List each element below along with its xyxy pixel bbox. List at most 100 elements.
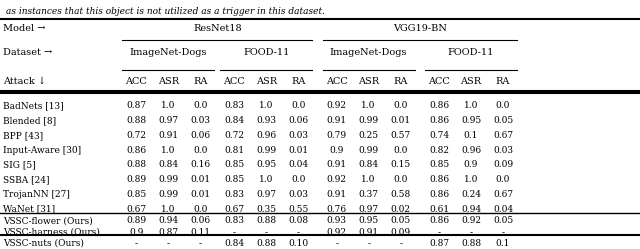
Text: 0.09: 0.09	[390, 228, 411, 237]
Text: 0.86: 0.86	[429, 175, 449, 184]
Text: 0.01: 0.01	[190, 190, 211, 199]
Text: 0.87: 0.87	[158, 228, 179, 237]
Text: 1.0: 1.0	[362, 175, 376, 184]
Text: 0.97: 0.97	[358, 205, 379, 214]
Text: 0.67: 0.67	[224, 205, 244, 214]
Text: 0.94: 0.94	[461, 205, 481, 214]
Text: 1.0: 1.0	[259, 175, 273, 184]
Text: ASR: ASR	[460, 77, 482, 86]
Text: 0.04: 0.04	[288, 160, 308, 169]
Text: RA: RA	[394, 77, 408, 86]
Text: -: -	[233, 228, 236, 237]
Text: -: -	[399, 239, 402, 248]
Text: 0.0: 0.0	[394, 146, 408, 155]
Text: 0.83: 0.83	[224, 216, 244, 225]
Text: 0.97: 0.97	[256, 190, 276, 199]
Text: 0.35: 0.35	[256, 205, 276, 214]
Text: 0.0: 0.0	[193, 146, 207, 155]
Text: ASR: ASR	[358, 77, 380, 86]
Text: 0.58: 0.58	[390, 190, 411, 199]
Text: 0.08: 0.08	[288, 216, 308, 225]
Text: 0.84: 0.84	[358, 160, 379, 169]
Text: 0.67: 0.67	[493, 190, 513, 199]
Text: 0.0: 0.0	[394, 175, 408, 184]
Text: 0.01: 0.01	[190, 175, 211, 184]
Text: 0.85: 0.85	[126, 190, 147, 199]
Text: as instances that this object is not utilized as a trigger in this dataset.: as instances that this object is not uti…	[6, 7, 325, 16]
Text: 0.89: 0.89	[126, 216, 147, 225]
Text: 0.86: 0.86	[126, 146, 147, 155]
Text: 0.95: 0.95	[358, 216, 379, 225]
Text: 0.1: 0.1	[464, 131, 478, 140]
Text: 1.0: 1.0	[161, 146, 175, 155]
Text: 0.88: 0.88	[461, 239, 481, 248]
Text: 0.11: 0.11	[190, 228, 211, 237]
Text: 0.92: 0.92	[326, 228, 347, 237]
Text: VGG19-BN: VGG19-BN	[393, 24, 447, 33]
Text: ACC: ACC	[125, 77, 147, 86]
Text: 0.0: 0.0	[394, 101, 408, 110]
Text: -: -	[199, 239, 202, 248]
Text: 0.67: 0.67	[493, 131, 513, 140]
Text: 0.0: 0.0	[496, 101, 510, 110]
Text: SIG [5]: SIG [5]	[3, 160, 36, 169]
Text: 0.9: 0.9	[464, 160, 478, 169]
Text: 0.91: 0.91	[358, 228, 379, 237]
Text: 0.01: 0.01	[288, 146, 308, 155]
Text: 0.99: 0.99	[158, 190, 179, 199]
Text: 0.94: 0.94	[158, 216, 179, 225]
Text: Model →: Model →	[3, 24, 45, 33]
Text: 0.88: 0.88	[126, 160, 147, 169]
Text: -: -	[438, 228, 440, 237]
Text: 0.01: 0.01	[390, 116, 411, 125]
Text: RA: RA	[193, 77, 207, 86]
Text: 1.0: 1.0	[464, 175, 478, 184]
Text: 0.9: 0.9	[330, 146, 344, 155]
Text: 0.85: 0.85	[224, 160, 244, 169]
Text: Dataset →: Dataset →	[3, 48, 52, 57]
Text: 0.03: 0.03	[493, 146, 513, 155]
Text: 0.67: 0.67	[126, 205, 147, 214]
Text: 0.99: 0.99	[358, 116, 379, 125]
Text: 0.92: 0.92	[326, 101, 347, 110]
Text: ASR: ASR	[255, 77, 277, 86]
Text: WaNet [31]: WaNet [31]	[3, 205, 55, 214]
Text: 0.93: 0.93	[256, 116, 276, 125]
Text: 0.84: 0.84	[224, 116, 244, 125]
Text: Blended [8]: Blended [8]	[3, 116, 56, 125]
Text: 0.25: 0.25	[358, 131, 379, 140]
Text: 1.0: 1.0	[161, 205, 175, 214]
Text: Input-Aware [30]: Input-Aware [30]	[3, 146, 81, 155]
Text: 0.83: 0.83	[224, 101, 244, 110]
Text: 0.37: 0.37	[358, 190, 379, 199]
Text: 0.91: 0.91	[158, 131, 179, 140]
Text: FOOD-11: FOOD-11	[448, 48, 494, 57]
Text: 0.04: 0.04	[493, 205, 513, 214]
Text: 0.06: 0.06	[190, 216, 211, 225]
Text: 0.91: 0.91	[326, 116, 347, 125]
Text: ImageNet-Dogs: ImageNet-Dogs	[330, 48, 408, 57]
Text: RA: RA	[291, 77, 305, 86]
Text: RA: RA	[496, 77, 510, 86]
Text: ASR: ASR	[157, 77, 179, 86]
Text: 0.57: 0.57	[390, 131, 411, 140]
Text: -: -	[335, 239, 338, 248]
Text: 0.1: 0.1	[496, 239, 510, 248]
Text: 0.96: 0.96	[256, 131, 276, 140]
Text: 0.81: 0.81	[224, 146, 244, 155]
Text: 0.87: 0.87	[429, 239, 449, 248]
Text: 0.24: 0.24	[461, 190, 481, 199]
Text: 0.97: 0.97	[158, 116, 179, 125]
Text: 0.10: 0.10	[288, 239, 308, 248]
Text: 0.15: 0.15	[390, 160, 411, 169]
Text: 0.86: 0.86	[429, 101, 449, 110]
Text: 0.91: 0.91	[326, 190, 347, 199]
Text: 0.99: 0.99	[256, 146, 276, 155]
Text: -: -	[265, 228, 268, 237]
Text: 0.16: 0.16	[190, 160, 211, 169]
Text: 0.72: 0.72	[126, 131, 147, 140]
Text: VSSC-harness (Ours): VSSC-harness (Ours)	[3, 228, 100, 237]
Text: 0.91: 0.91	[326, 160, 347, 169]
Text: 1.0: 1.0	[362, 101, 376, 110]
Text: -: -	[135, 239, 138, 248]
